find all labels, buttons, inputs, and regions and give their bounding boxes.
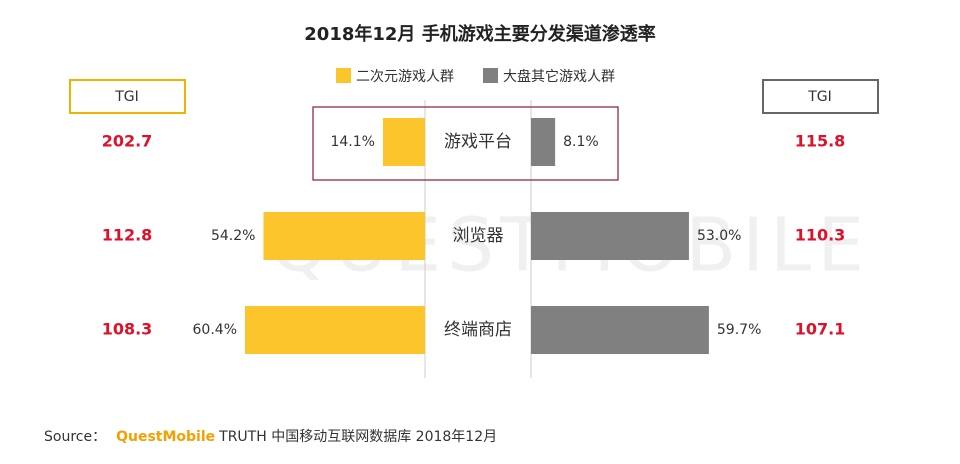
tgi-value: 202.7 <box>102 132 153 151</box>
value-label: 8.1% <box>563 134 599 150</box>
legend-swatch <box>483 68 498 83</box>
value-label: 53.0% <box>697 228 741 244</box>
bar <box>531 118 556 166</box>
bar <box>245 306 425 354</box>
category-label: 浏览器 <box>453 226 504 246</box>
tgi-box <box>762 79 879 114</box>
bar <box>382 118 425 166</box>
highlight-box <box>312 106 619 181</box>
category-label: 终端商店 <box>444 320 512 340</box>
tgi-value: 115.8 <box>795 132 846 151</box>
tgi-value: 112.8 <box>102 226 153 245</box>
tgi-value: 107.1 <box>795 320 846 339</box>
source-brand: QuestMobile <box>116 429 215 445</box>
category-label: 游戏平台 <box>444 132 512 152</box>
bar <box>263 212 425 260</box>
source: Source： QuestMobile TRUTH 中国移动互联网数据库 2018年… <box>44 429 497 445</box>
legend-label: 大盘其它游戏人群 <box>503 68 615 85</box>
tgi-header: TGI <box>114 89 139 105</box>
source-prefix: Source： <box>44 429 106 445</box>
chart-title: 2018年12月 手机游戏主要分发渠道渗透率 <box>304 23 655 45</box>
legend-label: 二次元游戏人群 <box>356 69 454 85</box>
value-label: 60.4% <box>193 322 237 338</box>
legend-swatch <box>336 68 351 83</box>
tgi-header: TGI <box>807 89 832 105</box>
source-text: TRUTH 中国移动互联网数据库 2018年12月 <box>218 429 497 445</box>
tgi-box <box>69 79 186 114</box>
bar <box>531 306 709 354</box>
tgi-value: 110.3 <box>795 226 846 245</box>
value-label: 14.1% <box>330 134 374 150</box>
value-label: 54.2% <box>211 228 255 244</box>
value-label: 59.7% <box>717 322 761 338</box>
bar <box>531 212 689 260</box>
tgi-value: 108.3 <box>102 320 153 339</box>
